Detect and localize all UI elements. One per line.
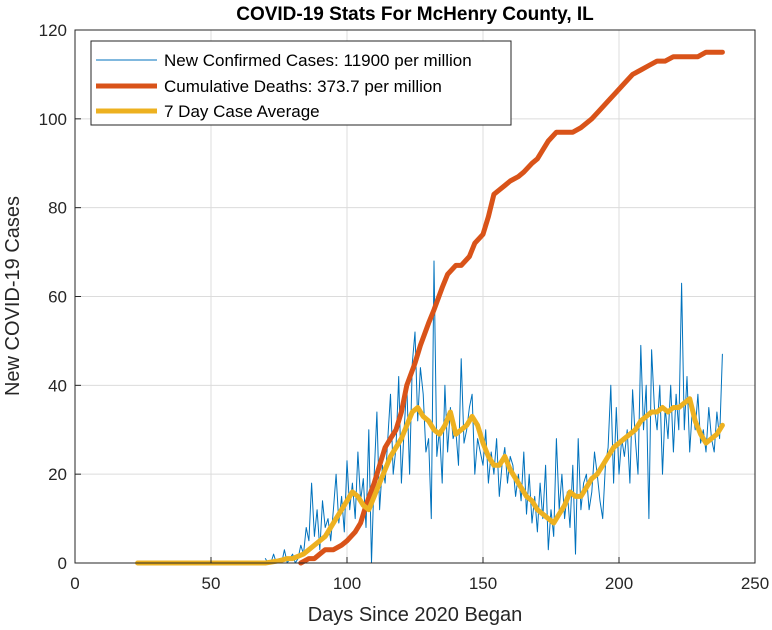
legend: New Confirmed Cases: 11900 per million C… (90, 40, 512, 126)
y-tick-label: 100 (39, 110, 67, 129)
x-tick-label: 200 (605, 574, 633, 593)
x-tick-label: 150 (469, 574, 497, 593)
y-tick-label: 0 (58, 554, 67, 573)
y-tick-label: 20 (48, 465, 67, 484)
x-axis-label: Days Since 2020 Began (308, 604, 523, 626)
seven-day-average-line (135, 396, 725, 566)
y-tick-label: 40 (48, 376, 67, 395)
x-tick-label: 50 (202, 574, 221, 593)
legend-label-new-cases: New Confirmed Cases: 11900 per million (164, 51, 472, 70)
x-tick-label: 100 (333, 574, 361, 593)
y-axis-label: New COVID-19 Cases (2, 196, 24, 396)
y-tick-label: 80 (48, 199, 67, 218)
x-tick-label: 0 (70, 574, 79, 593)
x-tick-label: 250 (741, 574, 769, 593)
legend-box (90, 40, 512, 126)
legend-label-7-day-average: 7 Day Case Average (164, 102, 320, 121)
legend-label-cumulative-deaths: Cumulative Deaths: 373.7 per million (164, 77, 442, 96)
axis-ticks: 0 50 100 150 200 250 0 20 40 60 80 100 120 (39, 21, 770, 593)
data-series (135, 49, 725, 566)
y-tick-label: 120 (39, 21, 67, 40)
y-tick-label: 60 (48, 288, 67, 307)
chart-title: COVID-19 Stats For McHenry County, IL (236, 4, 594, 25)
new-confirmed-cases-line (264, 260, 723, 564)
